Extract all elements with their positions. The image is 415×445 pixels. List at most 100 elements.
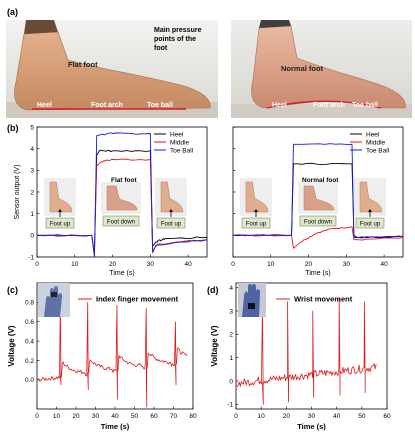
x-tick-label: 10: [258, 413, 266, 420]
flat-foot-photo: Main pressure points of the foot Flat fo…: [6, 20, 218, 118]
y-tick-label: 1: [229, 355, 233, 362]
y-tick-label: 5: [30, 124, 34, 131]
arrow-head: [58, 209, 62, 212]
y-tick-label: 1: [30, 211, 34, 218]
c-x-axis-label: Time (s): [101, 422, 130, 431]
inset-label: Foot down: [304, 219, 332, 225]
legend-entry: Heel: [170, 131, 184, 138]
inset-label-box: [355, 217, 385, 229]
flat-foot-label: Flat foot: [68, 60, 98, 69]
normal-foot-up-inset-2: Foot up: [354, 178, 386, 229]
caption-line-1: Main pressure: [154, 27, 202, 34]
x-tick-label: 10: [71, 261, 79, 268]
foot-shape: [359, 181, 383, 213]
x-tick-label: 60: [383, 413, 391, 420]
x-tick-label: 0: [231, 261, 235, 268]
pressure-points-caption: Main pressure points of the foot: [154, 26, 218, 53]
normal-toe-ball-label: Toe ball: [352, 102, 378, 109]
x-tick-label: 70: [170, 413, 178, 420]
x-tick-label: 30: [147, 261, 155, 268]
x-tick-label: 50: [131, 413, 139, 420]
normal-foot-label: Normal foot: [281, 64, 324, 73]
y-tick-label: 0.4: [25, 338, 34, 345]
legend-entry: Toe Ball: [366, 147, 390, 154]
flat-foot-down-inset: Foot down: [101, 182, 141, 227]
wrist-with-sensor-icon: [238, 283, 266, 317]
inset-label-box: [156, 217, 186, 229]
foot-shape: [49, 181, 73, 213]
y-tick-label: 0.0: [25, 377, 34, 384]
inset-label-box: [299, 215, 337, 227]
x-tick-label: 20: [109, 261, 117, 268]
x-tick-label: 20: [283, 413, 291, 420]
flat-foot-up-inset-2: Foot up: [155, 178, 187, 229]
inset-photo: [298, 182, 338, 214]
inset-photo: [354, 178, 386, 216]
d-y-axis-label: Voltage (V): [210, 325, 219, 367]
x-tick-label: 20: [305, 261, 313, 268]
hand-with-sensor-icon: [38, 283, 70, 317]
y-tick-label: 0.8: [25, 300, 34, 307]
x-tick-label: 10: [267, 261, 275, 268]
normal-heel-label: Heel: [272, 102, 287, 109]
y-tick-label: -1: [227, 402, 233, 409]
inset-label: Foot up: [360, 221, 381, 227]
y-tick-label: 0.2: [25, 358, 34, 365]
inset-photo: [155, 178, 187, 216]
inset-label: Foot down: [107, 219, 135, 225]
normal-foot-illustration: [231, 20, 412, 118]
normal-foot-photo: Normal foot Heel Foot arch Toe ball: [231, 20, 412, 118]
wrist-sensor-photo: [238, 283, 266, 317]
x-tick-label: 40: [111, 413, 119, 420]
b-right-x-axis-label: Time (s): [305, 270, 330, 277]
series-line-toe-ball: [232, 143, 404, 239]
y-tick-label: 4: [229, 285, 233, 292]
x-tick-label: 0: [35, 413, 39, 420]
toe-ball-label: Toe ball: [147, 102, 173, 109]
y-tick-label: 2: [229, 332, 233, 339]
foot-shape: [303, 185, 335, 211]
y-tick-label: -1: [28, 254, 34, 261]
foot-shape: [245, 181, 269, 213]
plot-frame: [36, 126, 208, 258]
panel-label-c: (c): [7, 285, 18, 295]
y-tick-label: 0.6: [25, 319, 34, 326]
caption-line-3: foot: [154, 45, 168, 52]
x-tick-label: 0: [35, 261, 39, 268]
arrow-head: [169, 209, 173, 212]
b-right-title: Normal foot: [302, 177, 339, 184]
y-tick-label: 0: [30, 233, 34, 240]
series-line-heel: [232, 162, 404, 239]
panel-label-a: (a): [7, 7, 18, 17]
x-tick-label: 40: [380, 261, 388, 268]
arrow-head: [368, 209, 372, 212]
flat-foot-up-inset: Foot up: [44, 178, 76, 229]
inset-photo: [240, 178, 272, 216]
x-tick-label: 40: [184, 261, 192, 268]
inset-label: Foot up: [50, 221, 71, 227]
x-tick-label: 0: [234, 413, 238, 420]
legend-entry: Middle: [366, 139, 386, 146]
foot-shape: [106, 185, 138, 211]
x-tick-label: 50: [358, 413, 366, 420]
plot-frame: [232, 126, 404, 258]
caption-line-2: points of the: [154, 36, 196, 43]
x-tick-label: 30: [343, 261, 351, 268]
x-tick-label: 30: [308, 413, 316, 420]
d-x-axis-label: Time (s): [297, 422, 326, 431]
x-tick-label: 80: [189, 413, 197, 420]
b-left-title: Flat foot: [111, 177, 137, 184]
x-tick-label: 40: [333, 413, 341, 420]
y-tick-label: 3: [30, 168, 34, 175]
series-line-heel: [36, 149, 208, 256]
inset-label: Foot up: [246, 221, 267, 227]
y-tick-label: 0: [229, 378, 233, 385]
series-line-middle: [36, 158, 208, 254]
y-tick-label: 4: [30, 146, 34, 153]
flat-foot-illustration: [6, 20, 218, 118]
foot-shape: [160, 181, 184, 213]
series-line-middle: [232, 226, 404, 249]
normal-foot-up-inset: Foot up: [240, 178, 272, 229]
inset-photo: [101, 182, 141, 214]
finger-sensor-photo: [38, 283, 70, 317]
